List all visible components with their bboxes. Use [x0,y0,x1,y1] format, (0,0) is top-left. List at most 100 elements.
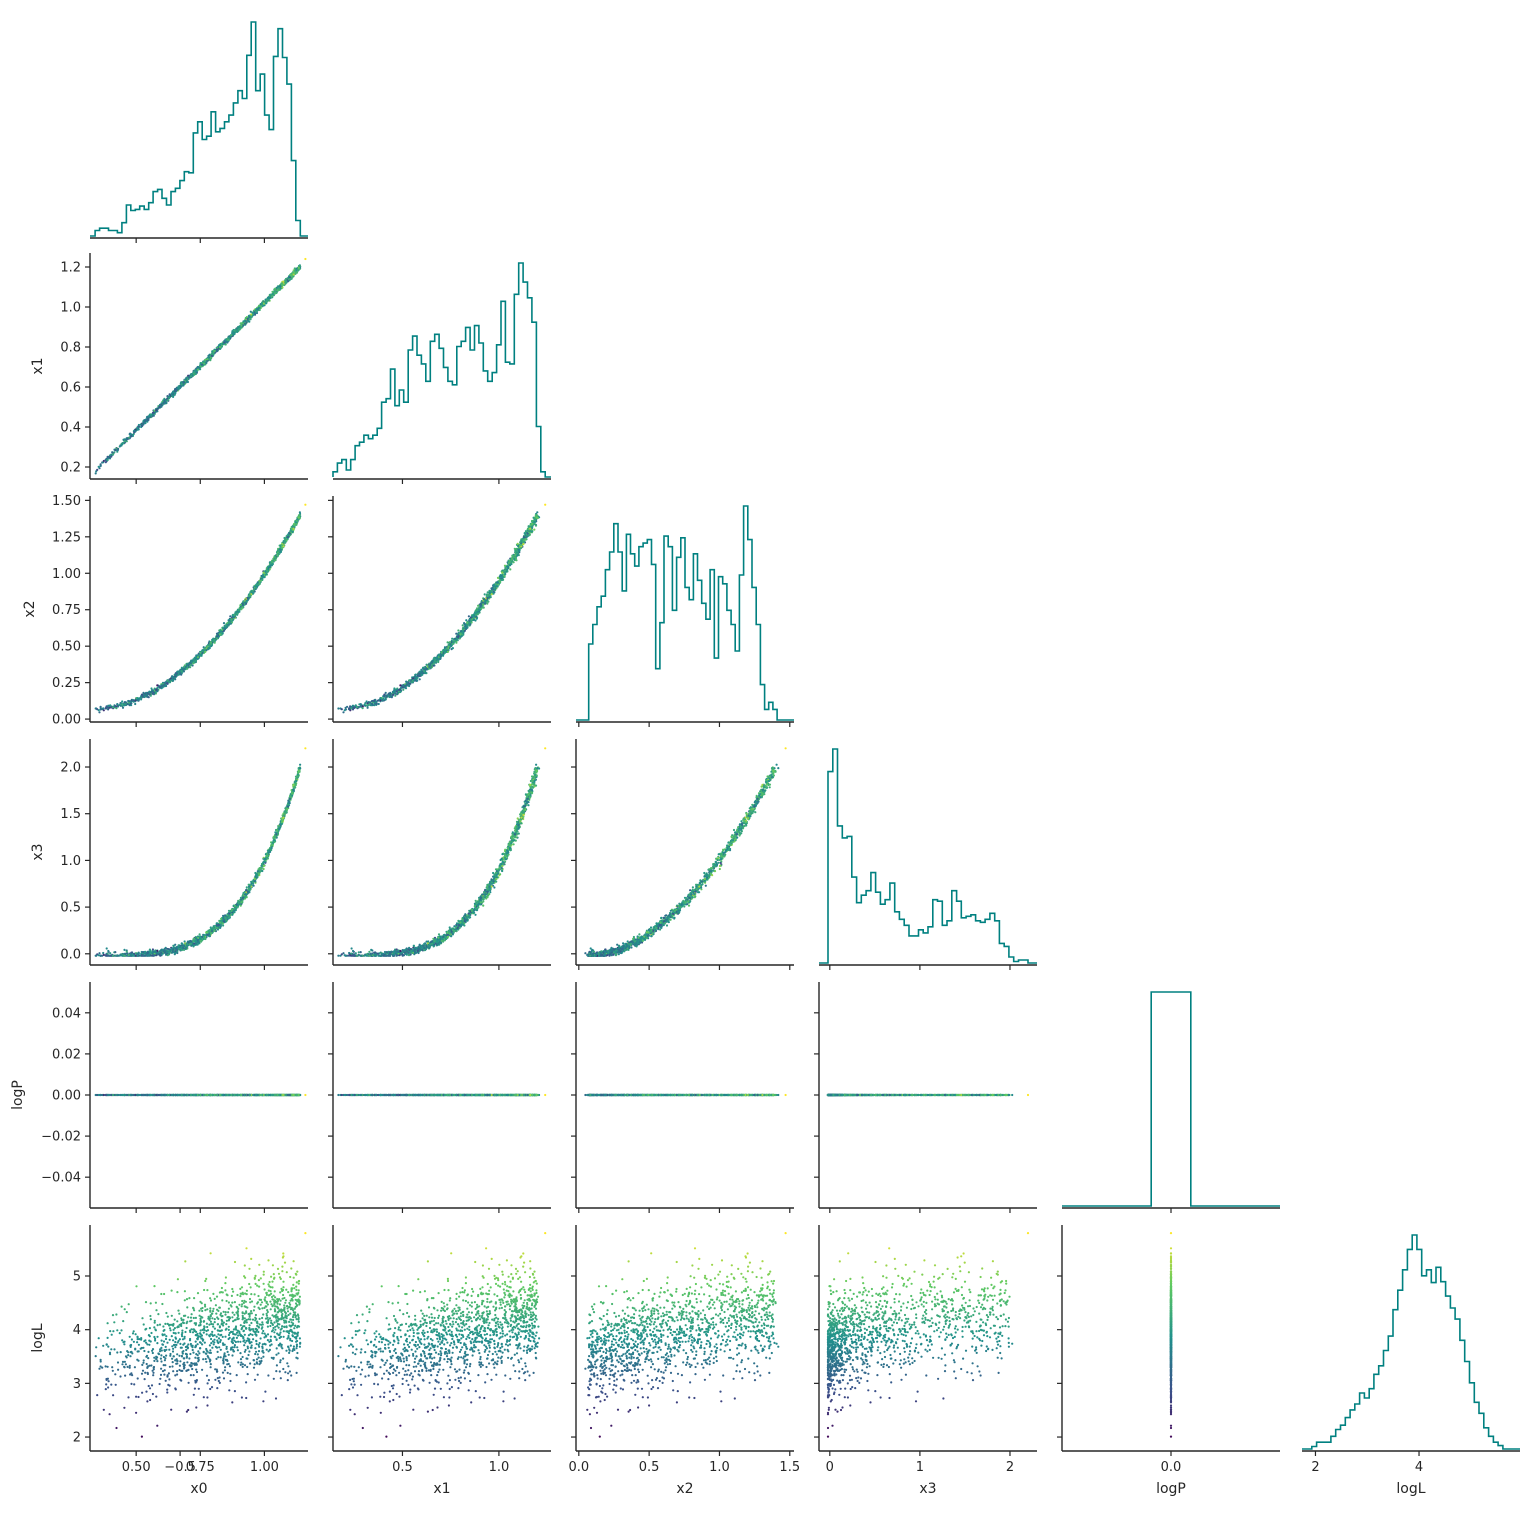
scatter-point [150,687,152,689]
scatter-point [136,429,138,431]
scatter-point [462,624,464,626]
scatter-point [150,695,152,697]
scatter-point [219,346,221,348]
scatter-point [355,704,357,706]
scatter-point [282,281,284,283]
scatter-point [264,576,266,578]
scatter-point [388,693,390,695]
scatter-point [523,541,525,543]
scatter-point [142,692,144,694]
scatter-point [212,353,214,355]
scatter-point [116,703,118,705]
scatter-point [95,707,97,709]
scatter-point [516,550,518,552]
scatter-point [373,700,375,702]
scatter-point [98,711,100,713]
scatter-point [394,690,396,692]
scatter-point [296,520,298,522]
scatter-point [269,297,271,299]
scatter-point [200,362,202,364]
scatter-point [116,449,118,451]
scatter-point [209,644,211,646]
scatter-point [100,708,102,710]
scatter-point [293,272,295,274]
scatter-point [138,424,140,426]
scatter-point [112,453,114,455]
scatter-point [269,566,271,568]
scatter-point [486,595,488,597]
scatter-point [475,614,477,616]
scatter-point [210,641,212,643]
scatter-point [233,330,235,332]
scatter-point [514,556,516,558]
scatter-point [95,472,97,474]
scatter-point [523,536,525,538]
scatter-point [529,532,531,534]
scatter-point [533,529,535,531]
scatter-point [410,681,412,683]
scatter-point [271,291,273,293]
scatter-point [127,437,129,439]
scatter-point [98,709,100,711]
scatter-point [123,438,125,440]
scatter-point [431,664,433,666]
scatter-point [184,940,186,942]
scatter-point [531,526,533,528]
scatter-point [377,700,379,702]
scatter-point [136,697,138,699]
scatter-point [255,311,257,313]
scatter-point [304,504,306,506]
scatter-point [164,401,166,403]
scatter-point [341,708,343,710]
scatter-point [122,707,124,709]
scatter-point [484,593,486,595]
scatter-point [510,563,512,565]
scatter-point [480,603,482,605]
scatter-point [175,674,177,676]
scatter-point [299,514,301,516]
scatter-point [159,686,161,688]
scatter-point [493,587,495,589]
scatter-point [240,325,242,327]
y-tick-label: 1.25 [52,530,81,545]
scatter-point [457,629,459,631]
scatter-point [399,691,401,693]
scatter-point [102,952,104,954]
scatter-point [108,707,110,709]
scatter-point [102,707,104,709]
scatter-point [194,661,196,663]
y-tick-label: 1.00 [52,567,81,582]
scatter-point [130,433,132,435]
scatter-point [380,697,382,699]
scatter-point [165,684,167,686]
scatter-point [459,637,461,639]
scatter-point [223,340,225,342]
scatter-point [384,699,386,701]
scatter-point [393,687,395,689]
scatter-point [105,461,107,463]
scatter-point [369,701,371,703]
scatter-point [130,435,132,437]
scatter-point [107,457,109,459]
scatter-point [383,695,385,697]
scatter-point [466,624,468,626]
scatter-point [155,689,157,691]
scatter-point [179,672,181,674]
scatter-point [280,551,282,553]
scatter-point [444,652,446,654]
scatter-point [502,576,504,578]
scatter-point [405,687,407,689]
scatter-point [167,399,169,401]
scatter-point [487,591,489,593]
scatter-point [216,347,218,349]
scatter-point [230,334,232,336]
scatter-point [425,668,427,670]
scatter-point [444,646,446,648]
scatter-point [479,605,481,607]
scatter-point [464,625,466,627]
scatter-point [276,289,278,291]
scatter-point [209,358,211,360]
scatter-point [522,543,524,545]
scatter-point [360,705,362,707]
